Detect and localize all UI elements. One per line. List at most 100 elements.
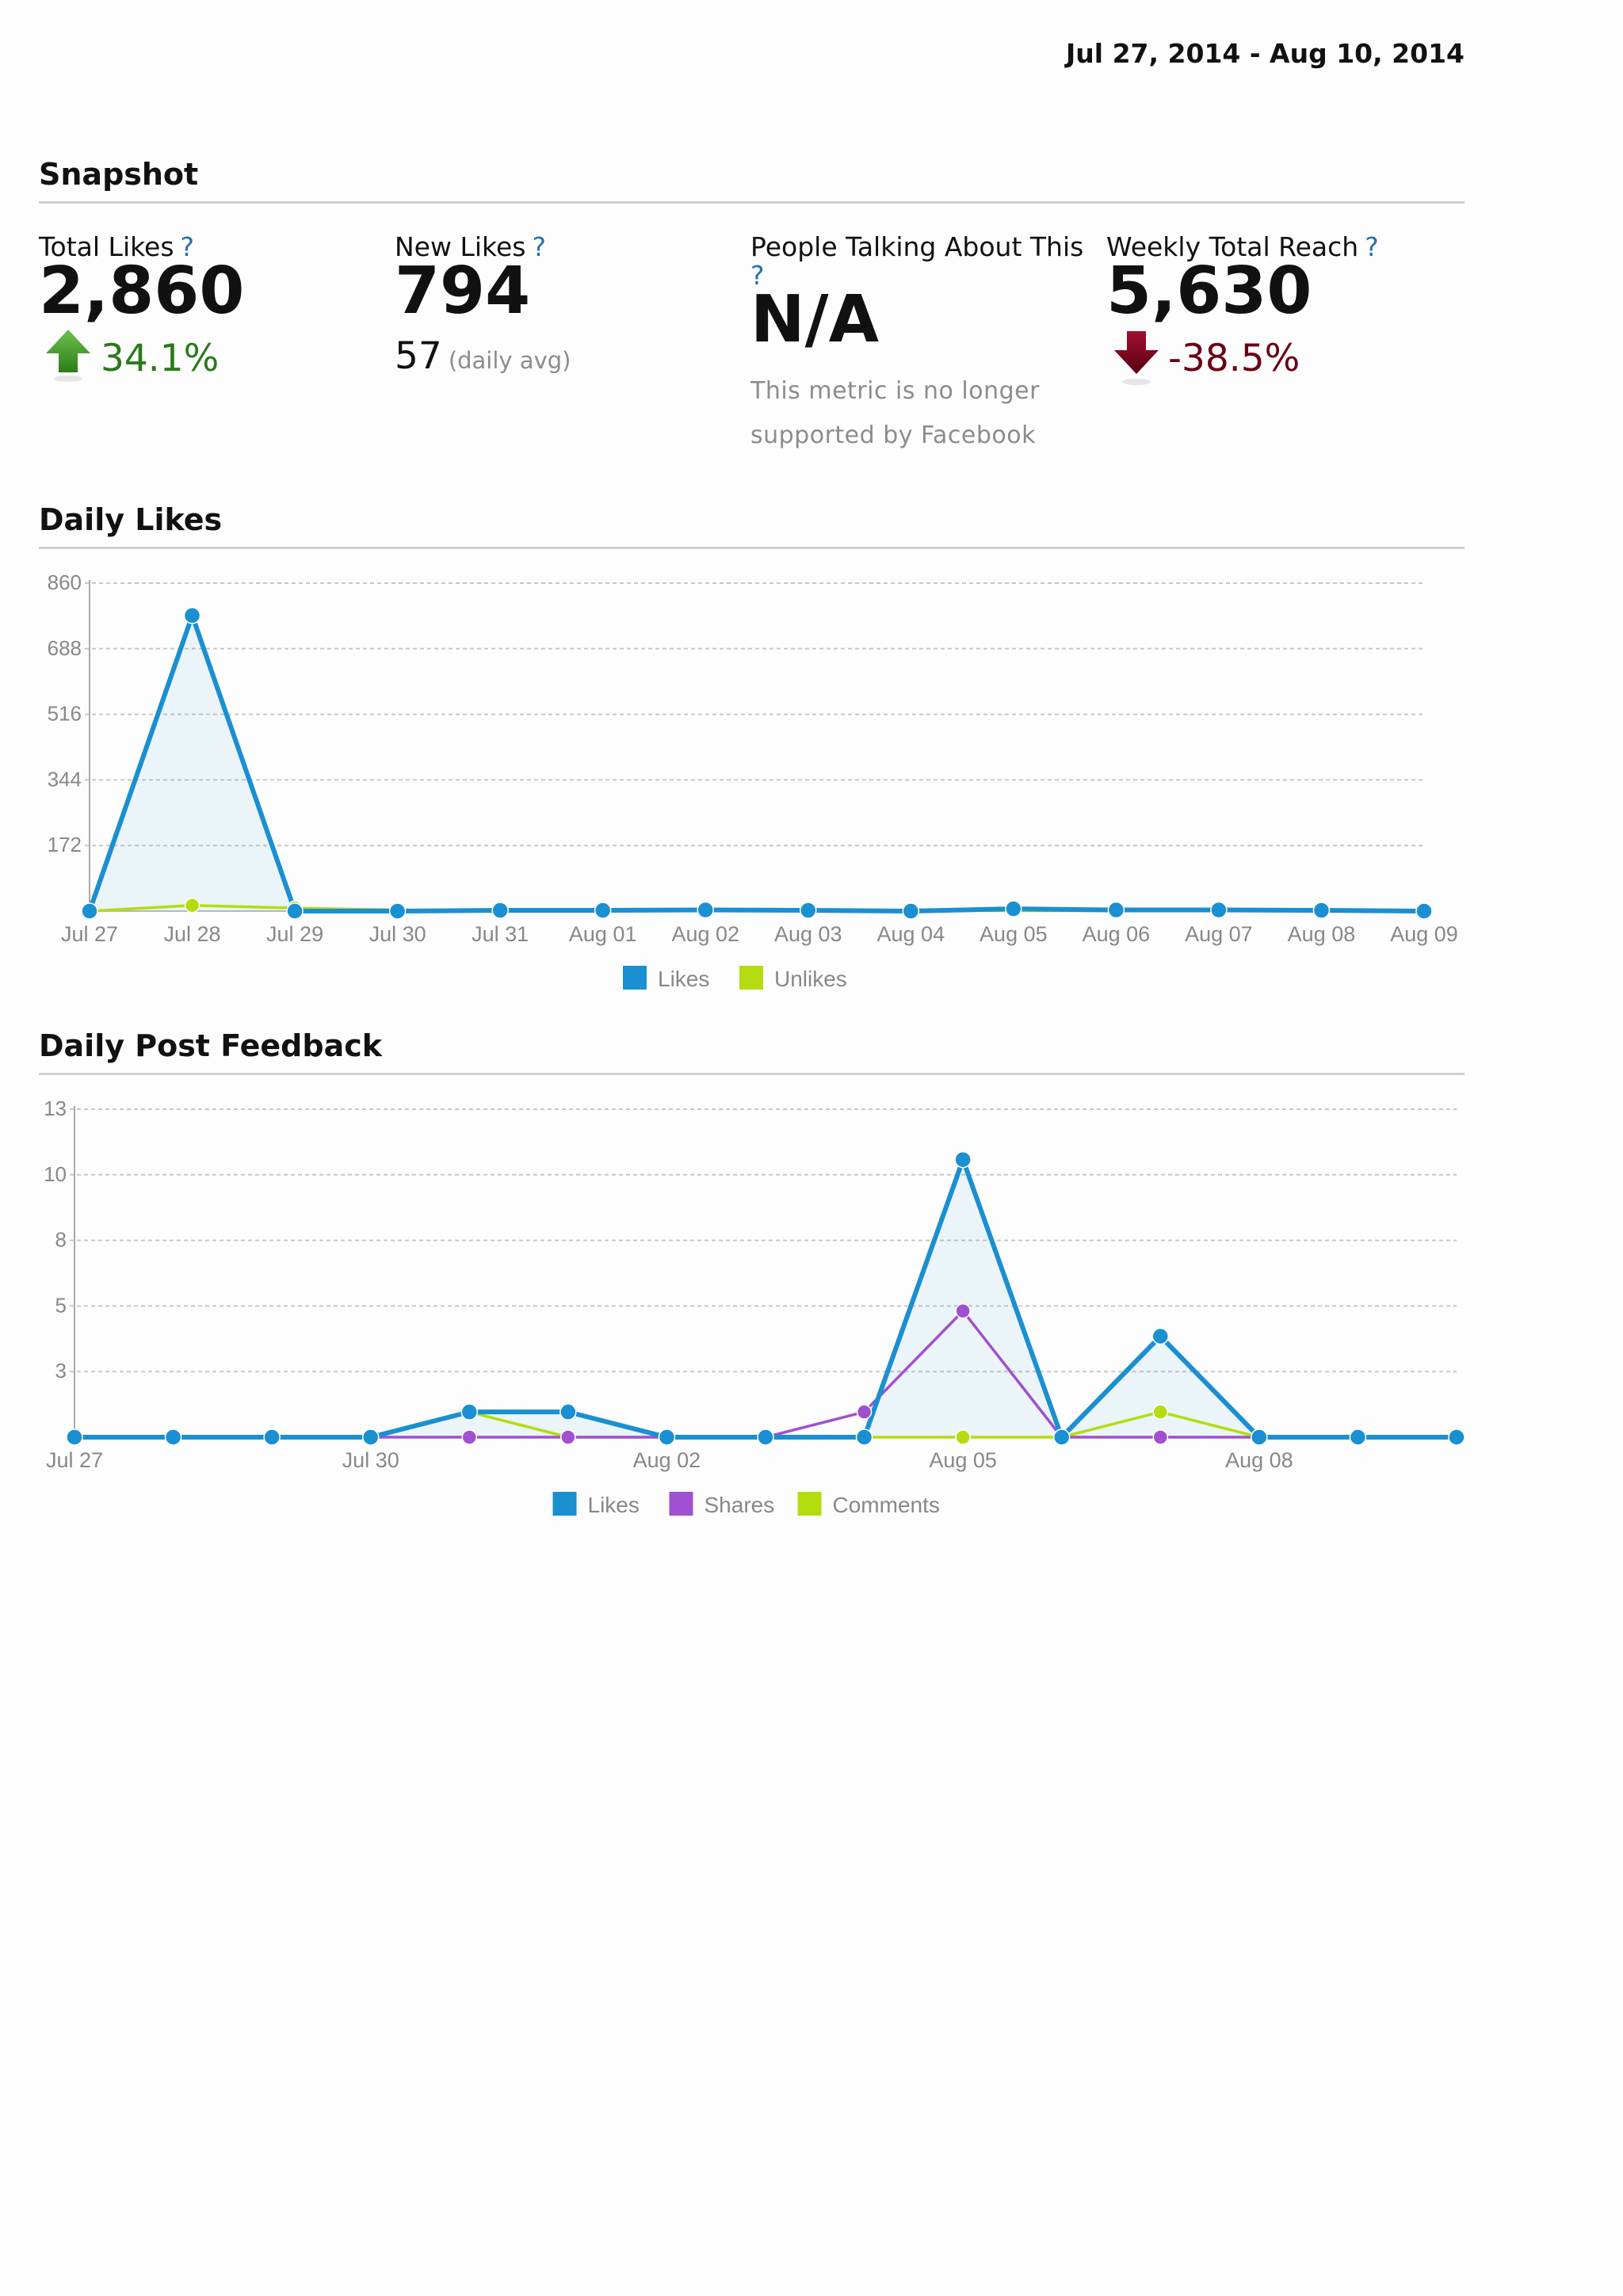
- data-point-likes: [559, 1403, 577, 1421]
- up-arrow-icon: [44, 326, 92, 388]
- y-tick-label: 516: [48, 702, 82, 726]
- x-tick-label: Aug 09: [1390, 922, 1458, 946]
- help-icon[interactable]: ?: [1365, 231, 1379, 262]
- series-line-likes: [87, 612, 1425, 913]
- series-area-likes: [90, 615, 1424, 911]
- series-area-likes: [74, 1159, 1457, 1437]
- x-tick-label: Jul 30: [369, 922, 426, 946]
- down-arrow-icon: [1113, 330, 1160, 391]
- data-point-likes: [902, 902, 920, 920]
- x-tick-label: Aug 08: [1288, 922, 1356, 946]
- x-tick-label: Jul 29: [266, 922, 323, 946]
- y-tick-label: 13: [44, 1097, 67, 1120]
- y-tick-label: 688: [48, 636, 82, 660]
- x-tick-label: Aug 08: [1225, 1448, 1293, 1472]
- data-point-likes: [757, 1428, 774, 1446]
- new-likes-label: New Likes?: [395, 231, 546, 262]
- data-point-comments: [1152, 1404, 1169, 1420]
- data-point-likes: [460, 1403, 479, 1421]
- x-tick-label: Aug 05: [929, 1448, 997, 1472]
- data-point-likes: [286, 902, 304, 920]
- data-point-shares: [856, 1404, 873, 1420]
- daily-likes-chart: 860 688 516 344 172 Jul 27 Jul 28 Jul 29 Jul 30 J…: [48, 570, 1458, 991]
- x-tick-label: Aug 03: [774, 922, 842, 946]
- data-point-likes: [1251, 1428, 1268, 1446]
- daily-likes-title: Daily Likes: [39, 502, 223, 537]
- data-point-likes: [1349, 1428, 1367, 1446]
- daily-post-feedback-title: Daily Post Feedback: [39, 1028, 383, 1063]
- y-tick-label: 8: [55, 1228, 67, 1252]
- snapshot-title: Snapshot: [39, 157, 199, 192]
- data-point-comments: [955, 1429, 971, 1445]
- daily-post-feedback-chart: 13 10 8 5 3 Jul 27 Jul 30 Aug 02 Aug 05 Aug 08 Lik…: [44, 1097, 1465, 1517]
- snapshot-divider: [39, 201, 1465, 204]
- series-line-likes: [74, 1157, 1457, 1440]
- data-point-likes: [1415, 902, 1433, 920]
- people-talking-value: N/A: [750, 282, 880, 357]
- date-range: Jul 27, 2014 - Aug 10, 2014: [1066, 38, 1465, 69]
- x-tick-label: Jul 31: [472, 922, 529, 946]
- note-line-1: This metric is no longer: [750, 377, 1040, 405]
- total-likes-label: Total Likes?: [39, 231, 194, 262]
- x-tick-label: Jul 27: [46, 1448, 103, 1472]
- total-likes-change: 34.1%: [101, 337, 220, 380]
- daily-likes-divider: [39, 547, 1465, 549]
- data-point-likes: [183, 607, 201, 624]
- legend-label-likes: Likes: [588, 1493, 640, 1517]
- legend-label-comments: Comments: [833, 1493, 940, 1517]
- weekly-reach-label: Weekly Total Reach?: [1106, 231, 1379, 262]
- x-tick-label: Jul 30: [342, 1448, 399, 1472]
- data-point-likes: [1005, 900, 1022, 917]
- legend-swatch-comments: [797, 1492, 822, 1516]
- people-talking-note: This metric is no longer supported by Fa…: [750, 369, 1040, 458]
- x-tick-label: Aug 05: [980, 922, 1048, 946]
- data-point-likes: [81, 902, 98, 920]
- x-tick-label: Aug 01: [569, 922, 637, 946]
- y-tick-label: 5: [55, 1293, 67, 1317]
- data-point-likes: [1151, 1327, 1170, 1345]
- legend-swatch-unlikes: [739, 966, 763, 990]
- x-tick-label: Aug 02: [671, 922, 739, 946]
- data-point-likes: [697, 901, 714, 919]
- help-glyph[interactable]: ?: [750, 260, 765, 291]
- data-point-unlikes: [184, 898, 200, 913]
- y-tick-label: 344: [48, 767, 82, 791]
- new-likes-value: 794: [395, 254, 531, 329]
- data-point-likes: [1052, 1428, 1071, 1446]
- legend-label-likes: Likes: [658, 967, 709, 991]
- y-tick-label: 172: [48, 833, 82, 856]
- data-point-likes: [1448, 1428, 1465, 1446]
- total-likes-value: 2,860: [39, 254, 245, 329]
- data-point-shares: [560, 1429, 576, 1445]
- legend-swatch-likes: [552, 1492, 577, 1516]
- daily-avg-label: (daily avg): [448, 347, 571, 374]
- x-tick-label: Aug 06: [1083, 922, 1151, 946]
- y-tick-label: 3: [55, 1359, 67, 1383]
- data-point-likes: [855, 1428, 873, 1446]
- data-point-likes: [1107, 901, 1125, 919]
- data-point-likes: [361, 1428, 380, 1446]
- data-point-likes: [491, 902, 509, 919]
- new-likes-label-text: New Likes: [395, 231, 526, 262]
- x-tick-label: Jul 28: [164, 922, 221, 946]
- data-point-shares: [461, 1429, 478, 1445]
- data-point-likes: [658, 1428, 676, 1446]
- data-point-shares: [955, 1303, 971, 1319]
- note-line-2: supported by Facebook: [750, 421, 1037, 449]
- data-point-likes: [388, 902, 407, 920]
- people-talking-label: People Talking About This: [750, 231, 1084, 262]
- help-icon[interactable]: ?: [532, 231, 546, 262]
- help-icon[interactable]: ?: [750, 260, 765, 291]
- y-tick-label: 10: [44, 1162, 67, 1186]
- data-point-likes: [66, 1428, 83, 1446]
- data-point-shares: [1152, 1429, 1169, 1445]
- help-icon[interactable]: ?: [180, 231, 195, 262]
- legend-swatch-likes: [623, 966, 647, 990]
- daily-avg-value: 57: [395, 334, 442, 378]
- legend-label-shares: Shares: [705, 1493, 775, 1517]
- legend-swatch-shares: [669, 1492, 693, 1516]
- series-line-shares: [74, 1310, 1457, 1439]
- x-tick-label: Jul 27: [61, 922, 118, 946]
- data-point-likes: [1312, 902, 1331, 919]
- data-point-likes: [263, 1428, 281, 1446]
